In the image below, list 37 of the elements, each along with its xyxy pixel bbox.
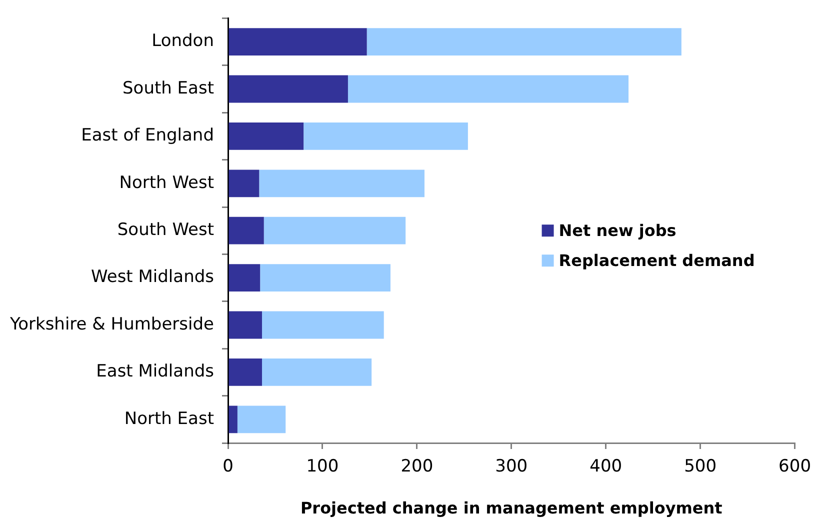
bar (228, 264, 260, 292)
bar (228, 122, 304, 150)
bar (228, 28, 367, 56)
y-tick-label: East of England (81, 126, 214, 146)
y-tick-label: South West (117, 220, 214, 240)
y-tick-label: North West (119, 172, 214, 193)
y-tick-label: London (152, 31, 214, 52)
bar (366, 28, 682, 56)
x-tick-label: 600 (778, 456, 812, 477)
bar (228, 406, 238, 434)
y-tick-label: West Midlands (91, 267, 214, 288)
x-tick-label: 300 (495, 456, 528, 477)
bar (304, 122, 468, 150)
bar (228, 170, 260, 198)
y-tick-label: Yorkshire & Humberside (8, 314, 214, 334)
y-tick-label: South East (122, 78, 214, 98)
x-axis-title: Projected change in management employment (300, 498, 723, 518)
bar (260, 264, 390, 292)
bar (237, 406, 286, 434)
bar (228, 311, 262, 339)
x-tick-label: 200 (400, 456, 434, 477)
bar (228, 75, 348, 103)
legend-label: Replacement demand (558, 250, 755, 270)
bar (259, 170, 424, 198)
y-tick-label: North East (124, 408, 214, 429)
x-tick-label: 0 (222, 456, 234, 477)
y-tick-label: East Midlands (96, 362, 214, 382)
bar (264, 216, 406, 244)
x-tick-label: 500 (684, 456, 717, 477)
bar (228, 358, 262, 386)
bar (262, 311, 384, 339)
bar (262, 358, 372, 386)
legend-label: Net new jobs (558, 220, 676, 240)
x-tick-label: 400 (590, 456, 622, 477)
bar (348, 75, 629, 103)
x-tick-label: 100 (306, 456, 339, 477)
bar (228, 216, 264, 244)
